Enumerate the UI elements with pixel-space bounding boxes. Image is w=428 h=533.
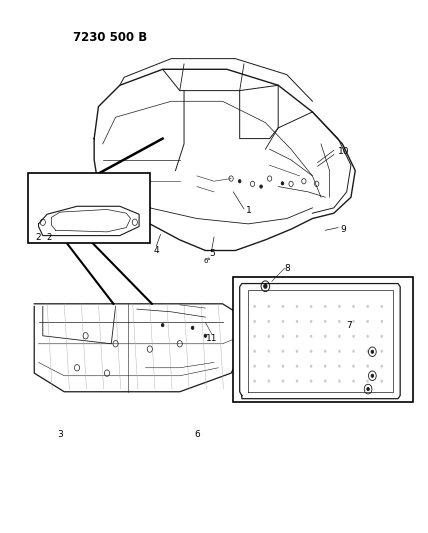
Circle shape [324,335,327,338]
Text: 7: 7 [346,321,352,329]
Circle shape [380,320,383,323]
Circle shape [324,320,327,323]
Circle shape [338,305,341,308]
Circle shape [268,305,270,308]
Circle shape [253,379,256,383]
Circle shape [282,350,284,353]
Circle shape [253,305,256,308]
Circle shape [380,379,383,383]
Circle shape [310,335,312,338]
Text: 6: 6 [194,430,200,439]
Circle shape [324,305,327,308]
Text: 7230 500 B: 7230 500 B [73,31,147,44]
Text: 4: 4 [153,246,159,255]
Circle shape [366,350,369,353]
Circle shape [338,379,341,383]
Circle shape [380,305,383,308]
Circle shape [281,182,284,185]
Circle shape [268,379,270,383]
Circle shape [366,320,369,323]
Circle shape [352,305,355,308]
Circle shape [366,335,369,338]
Circle shape [352,320,355,323]
Text: 9: 9 [340,225,346,233]
Text: 5: 5 [209,249,215,257]
Circle shape [310,305,312,308]
Circle shape [352,365,355,368]
Text: 2: 2 [47,233,52,241]
Circle shape [253,350,256,353]
Circle shape [253,365,256,368]
Text: 6ᵇ: 6ᵇ [204,258,211,264]
Circle shape [310,365,312,368]
Circle shape [338,335,341,338]
Circle shape [380,365,383,368]
Circle shape [296,320,298,323]
Circle shape [260,185,262,188]
Circle shape [338,320,341,323]
Circle shape [371,374,374,377]
Circle shape [338,350,341,353]
Circle shape [282,305,284,308]
Circle shape [324,350,327,353]
Circle shape [268,320,270,323]
Circle shape [268,350,270,353]
Circle shape [366,379,369,383]
Circle shape [282,379,284,383]
Circle shape [264,284,267,288]
Circle shape [380,335,383,338]
Text: 11: 11 [206,334,217,343]
Circle shape [367,387,369,391]
Circle shape [324,365,327,368]
Text: 3: 3 [57,430,63,439]
Circle shape [296,335,298,338]
Text: 8: 8 [285,264,290,272]
Circle shape [352,335,355,338]
Circle shape [352,350,355,353]
Circle shape [310,350,312,353]
Text: 1: 1 [246,206,252,215]
Circle shape [310,379,312,383]
Circle shape [268,335,270,338]
Circle shape [253,335,256,338]
Bar [28,173,150,243]
Circle shape [366,305,369,308]
Circle shape [191,326,194,329]
Circle shape [282,320,284,323]
Circle shape [282,335,284,338]
Circle shape [268,365,270,368]
Bar [233,277,413,402]
Circle shape [352,379,355,383]
Circle shape [296,350,298,353]
Circle shape [310,320,312,323]
Circle shape [296,365,298,368]
Circle shape [282,365,284,368]
Circle shape [380,350,383,353]
Circle shape [161,324,164,327]
Circle shape [238,180,241,183]
Circle shape [366,365,369,368]
Circle shape [253,320,256,323]
Circle shape [204,334,207,337]
Circle shape [296,379,298,383]
Circle shape [324,379,327,383]
Circle shape [296,305,298,308]
Circle shape [371,350,374,353]
Circle shape [338,365,341,368]
Text: 10: 10 [338,148,350,156]
Text: 2: 2 [35,233,41,241]
